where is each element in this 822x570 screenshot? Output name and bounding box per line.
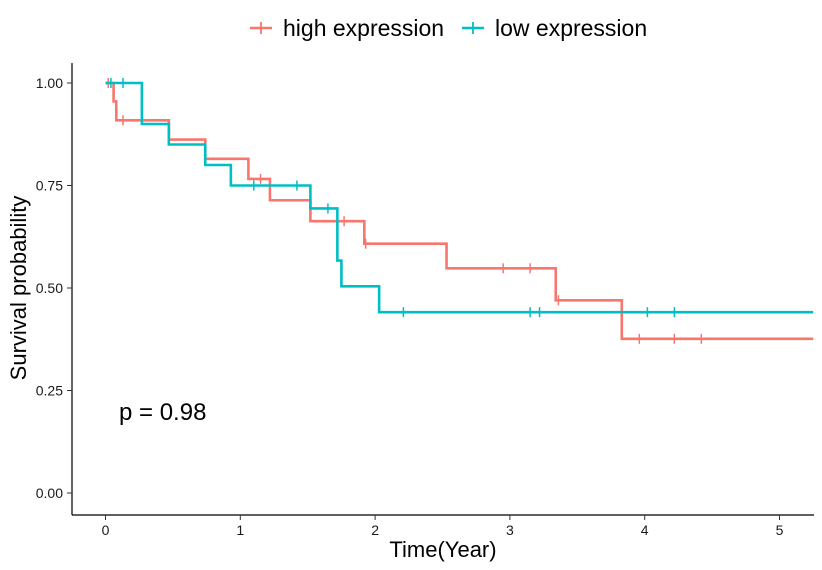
- y-tick-label: 0.00: [36, 485, 63, 501]
- p-value-annotation: p = 0.98: [119, 399, 206, 426]
- x-axis-title: Time(Year): [389, 537, 496, 562]
- y-tick-label: 0.25: [36, 383, 63, 399]
- y-tick-label: 1.00: [36, 75, 63, 91]
- x-tick-label: 0: [102, 522, 110, 538]
- x-ticks: 0 1 2 3 4 5: [102, 515, 784, 538]
- survival-curve-low-expression: [105, 81, 814, 314]
- axes: [71, 63, 814, 516]
- y-axis-title: Survival probability: [6, 196, 31, 381]
- x-tick-label: 4: [641, 522, 649, 538]
- y-tick-label: 0.75: [36, 178, 63, 194]
- legend-label-low-expression: low expression: [495, 15, 647, 41]
- x-tick-label: 5: [776, 522, 784, 538]
- x-tick-label: 1: [236, 522, 244, 538]
- y-ticks: 0.00 0.25 0.50 0.75 1.00: [36, 75, 72, 501]
- legend: high expression low expression: [250, 15, 647, 41]
- survival-curve-high-expression: [105, 81, 814, 341]
- x-tick-label: 3: [506, 522, 514, 538]
- legend-label-high-expression: high expression: [283, 15, 444, 41]
- x-tick-label: 2: [371, 522, 379, 538]
- y-tick-label: 0.50: [36, 280, 63, 296]
- survival-curves: [105, 78, 814, 344]
